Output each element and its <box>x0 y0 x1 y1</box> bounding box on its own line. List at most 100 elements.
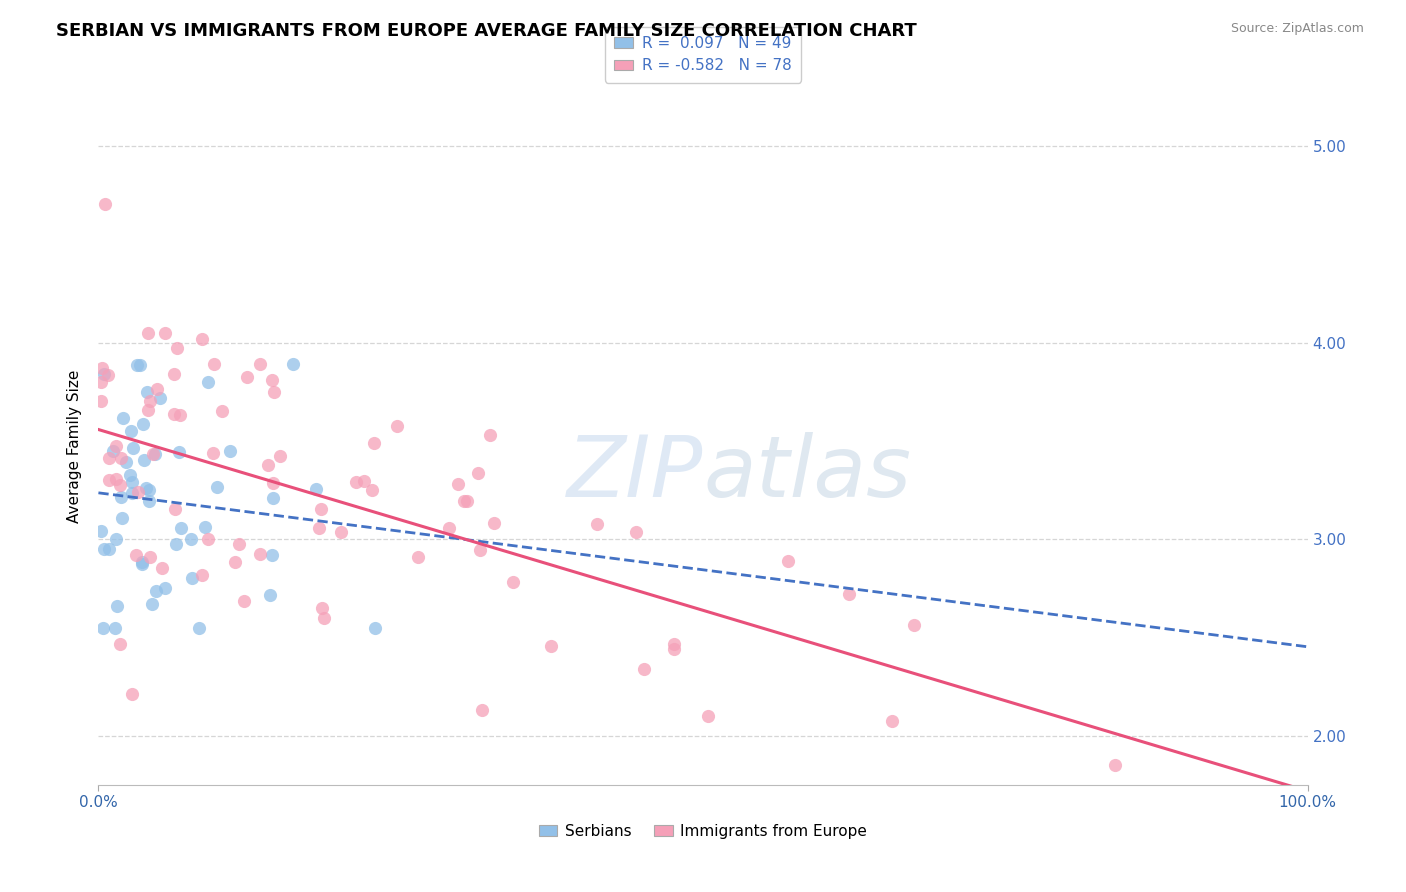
Point <box>163 407 186 421</box>
Point <box>838 587 860 601</box>
Point <box>112 411 135 425</box>
Point <box>197 375 219 389</box>
Point <box>90 394 112 409</box>
Point <box>662 641 685 656</box>
Point <box>149 391 172 405</box>
Point <box>98 450 121 465</box>
Point <box>257 458 280 472</box>
Point <box>228 537 250 551</box>
Point <box>105 439 128 453</box>
Point <box>104 621 127 635</box>
Point <box>136 385 159 400</box>
Point <box>129 358 152 372</box>
Point <box>167 445 190 459</box>
Point <box>97 368 120 383</box>
Point <box>136 326 159 340</box>
Point <box>882 714 904 728</box>
Point <box>121 486 143 500</box>
Point <box>180 572 202 586</box>
Point <box>330 525 353 540</box>
Point <box>453 494 475 508</box>
Point <box>363 436 385 450</box>
Point <box>97 473 120 487</box>
Point <box>190 567 212 582</box>
Point <box>624 525 647 540</box>
Point <box>263 384 285 399</box>
Point <box>94 197 117 211</box>
Point <box>141 597 163 611</box>
Point <box>778 553 800 567</box>
Point <box>166 341 188 355</box>
Point <box>233 594 256 608</box>
Point <box>467 466 489 480</box>
Point <box>585 516 607 531</box>
Point <box>145 382 167 396</box>
Y-axis label: Average Family Size: Average Family Size <box>67 369 83 523</box>
Point <box>308 521 330 535</box>
Point <box>311 600 333 615</box>
Point <box>249 547 271 561</box>
Point <box>219 444 242 458</box>
Point <box>312 610 335 624</box>
Point <box>97 541 120 556</box>
Point <box>447 476 470 491</box>
Point <box>502 574 524 589</box>
Point <box>121 687 143 701</box>
Point <box>165 536 187 550</box>
Point <box>260 373 283 387</box>
Text: Source: ZipAtlas.com: Source: ZipAtlas.com <box>1230 22 1364 36</box>
Point <box>479 427 502 442</box>
Point <box>163 367 186 381</box>
Point <box>387 418 409 433</box>
Point <box>143 447 166 461</box>
Text: ZIP: ZIP <box>567 432 703 515</box>
Point <box>269 450 291 464</box>
Point <box>153 326 176 341</box>
Point <box>309 502 332 516</box>
Point <box>110 490 132 504</box>
Point <box>361 483 384 497</box>
Point <box>134 481 156 495</box>
Point <box>142 447 165 461</box>
Point <box>633 662 655 676</box>
Point <box>344 475 367 490</box>
Point <box>108 478 131 492</box>
Point <box>235 369 257 384</box>
Point <box>662 637 685 651</box>
Point <box>188 621 211 635</box>
Point <box>540 640 562 654</box>
Point <box>169 408 191 422</box>
Point <box>197 532 219 546</box>
Point <box>468 543 491 558</box>
Point <box>262 548 284 562</box>
Point <box>262 476 284 491</box>
Point <box>93 621 115 635</box>
Point <box>190 332 212 346</box>
Point <box>165 502 187 516</box>
Point <box>121 475 143 489</box>
Point <box>364 621 387 635</box>
Text: atlas: atlas <box>703 432 911 515</box>
Point <box>903 618 925 632</box>
Point <box>110 450 132 465</box>
Point <box>131 555 153 569</box>
Point <box>101 444 124 458</box>
Point <box>93 368 115 382</box>
Point <box>353 474 375 488</box>
Point <box>145 584 167 599</box>
Point <box>125 548 148 562</box>
Point <box>108 637 131 651</box>
Point <box>93 541 115 556</box>
Point <box>202 358 225 372</box>
Point <box>138 493 160 508</box>
Point <box>114 455 136 469</box>
Point <box>107 599 129 614</box>
Point <box>281 358 304 372</box>
Point <box>105 472 128 486</box>
Point <box>132 417 155 431</box>
Point <box>170 521 193 535</box>
Point <box>406 549 429 564</box>
Point <box>153 581 176 595</box>
Point <box>696 709 718 723</box>
Point <box>138 483 160 497</box>
